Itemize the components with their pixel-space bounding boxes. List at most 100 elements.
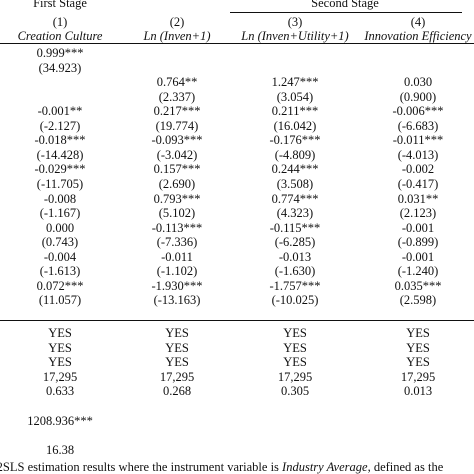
table-cell-col1: (-2.127) [39, 118, 81, 133]
table-cell-col3: 0.774*** [271, 191, 319, 206]
second-stage-underline [230, 12, 462, 13]
table-row: (-14.428) (-3.042) (-4.809) (-4.013) [0, 148, 474, 162]
table-row: -0.001** 0.217*** 0.211*** -0.006*** [0, 104, 474, 118]
table-cell-col3: YES [283, 340, 307, 355]
table-row: YES YES YES YES [0, 355, 474, 369]
table-cell-col2: 0.764** [156, 75, 198, 90]
table-cell-col1: -0.004 [43, 249, 77, 264]
column-title-2: Ln (Inven+1) [143, 29, 211, 43]
table-cell-col1: -0.001** [37, 104, 83, 119]
table-cell-col4: (2.123) [399, 206, 437, 221]
table-cell-col2: (19.774) [155, 118, 199, 133]
table-cell-col3: (-1.630) [274, 264, 316, 279]
table-cell-col3: (4.323) [276, 206, 314, 221]
column-number-1: (1) [52, 15, 68, 29]
table-cell-col3: (16.042) [273, 118, 317, 133]
column-title-3: Ln (Inven+Utility+1) [241, 29, 349, 43]
table-cell-col2: (2.690) [158, 176, 196, 191]
table-cell-col2: -1.930*** [151, 278, 203, 293]
table-cell-col2: -0.113*** [151, 220, 203, 235]
table-cell-col3: YES [283, 355, 307, 370]
table-footnote: e 2SLS estimation results where the inst… [0, 460, 474, 474]
first-stage-stat-1: 1208.936*** [27, 414, 93, 428]
table-cell-col4: -0.001 [401, 220, 435, 235]
column-title-1: Creation Culture [17, 29, 103, 43]
table-row: (2.337) (3.054) (0.900) [0, 90, 474, 104]
stage-header-row: First Stage Second Stage [0, 0, 474, 11]
table-cell-col2: 17,295 [159, 369, 195, 384]
table-row: 0.999*** [0, 46, 474, 60]
table-cell-col3: -0.176*** [269, 133, 321, 148]
stat-row-1: 1208.936*** [0, 414, 474, 428]
table-cell-col3: -1.757*** [269, 278, 321, 293]
footnote-text-pre: e 2SLS estimation results where the inst… [0, 460, 283, 474]
header-rule [0, 43, 474, 44]
table-row: YES YES YES YES [0, 326, 474, 340]
column-number-4: (4) [410, 15, 426, 29]
table-cell-col4: 0.031** [397, 191, 439, 206]
table-cell-col3: (-10.025) [271, 293, 319, 308]
table-cell-col3: 1.247*** [271, 75, 319, 90]
table-cell-col3: 0.211*** [271, 104, 319, 119]
table-cell-col3: (3.508) [276, 176, 314, 191]
table-row: (-11.705) (2.690) (3.508) (-0.417) [0, 177, 474, 191]
table-row: 0.633 0.268 0.305 0.013 [0, 384, 474, 398]
table-cell-col2: 0.793*** [153, 191, 201, 206]
table-cell-col4: 0.035*** [394, 278, 442, 293]
table-cell-col1: (11.057) [38, 293, 82, 308]
table-cell-col3: (3.054) [276, 89, 314, 104]
table-cell-col4: (2.598) [399, 293, 437, 308]
table-cell-col4: -0.002 [401, 162, 435, 177]
table-cell-col1: -0.008 [43, 191, 77, 206]
table-cell-col4: YES [406, 355, 430, 370]
table-cell-col3: (-6.285) [274, 235, 316, 250]
table-cell-col1: 0.000 [45, 220, 75, 235]
table-cell-col3: 0.305 [280, 384, 310, 399]
table-row: (34.923) [0, 61, 474, 75]
table-cell-col4: -0.006*** [392, 104, 444, 119]
stat-row-2: 16.38 [0, 443, 474, 457]
table-cell-col2: 0.268 [162, 384, 192, 399]
table-cell-col2: 0.157*** [153, 162, 201, 177]
table-row: -0.004 -0.011 -0.013 -0.001 [0, 250, 474, 264]
table-cell-col1: (34.923) [38, 60, 82, 75]
table-cell-col2: (-3.042) [156, 147, 198, 162]
table-cell-col3: YES [283, 326, 307, 340]
table-row: 0.000 -0.113*** -0.115*** -0.001 [0, 221, 474, 235]
table-row: -0.029*** 0.157*** 0.244*** -0.002 [0, 162, 474, 176]
table-cell-col4: YES [406, 326, 430, 340]
table-cell-col2: (-7.336) [156, 235, 198, 250]
table-cell-col2: (-13.163) [153, 293, 201, 308]
table-cell-col1: 17,295 [42, 369, 78, 384]
table-row: (-1.613) (-1.102) (-1.630) (-1.240) [0, 264, 474, 278]
column-title-4: Innovation Efficiency [364, 29, 472, 43]
table-cell-col4: 0.030 [403, 75, 433, 90]
table-row: (0.743) (-7.336) (-6.285) (-0.899) [0, 235, 474, 249]
table-row: 0.764** 1.247*** 0.030 [0, 75, 474, 89]
table-cell-col2: -0.093*** [151, 133, 203, 148]
column-number-2: (2) [169, 15, 185, 29]
table-cell-col2: 0.217*** [153, 104, 201, 119]
table-cell-col4: (-1.240) [397, 264, 439, 279]
table-cell-col1: YES [48, 340, 72, 355]
column-number-row: (1) (2) (3) (4) [0, 15, 474, 29]
table-cell-col1: (-1.613) [39, 264, 81, 279]
table-row: YES YES YES YES [0, 341, 474, 355]
table-cell-col4: -0.001 [401, 249, 435, 264]
table-cell-col1: 0.633 [45, 384, 75, 399]
table-cell-col4: YES [406, 340, 430, 355]
table-row: -0.008 0.793*** 0.774*** 0.031** [0, 192, 474, 206]
table-cell-col2: (-1.102) [156, 264, 198, 279]
table-cell-col3: (-4.809) [274, 147, 316, 162]
table-row: 17,295 17,295 17,295 17,295 [0, 370, 474, 384]
table-cell-col1: 0.072*** [36, 278, 84, 293]
column-number-3: (3) [287, 15, 303, 29]
table-cell-col4: (-0.417) [397, 176, 439, 191]
table-cell-col3: 17,295 [277, 369, 313, 384]
table-cell-col1: 0.999*** [36, 46, 84, 60]
table-cell-col4: (0.900) [399, 89, 437, 104]
footnote-text-post: , defined as the [367, 460, 444, 474]
table-cell-col3: -0.115*** [269, 220, 321, 235]
table-row: (-1.167) (5.102) (4.323) (2.123) [0, 206, 474, 220]
table-cell-col4: 0.013 [403, 384, 433, 399]
